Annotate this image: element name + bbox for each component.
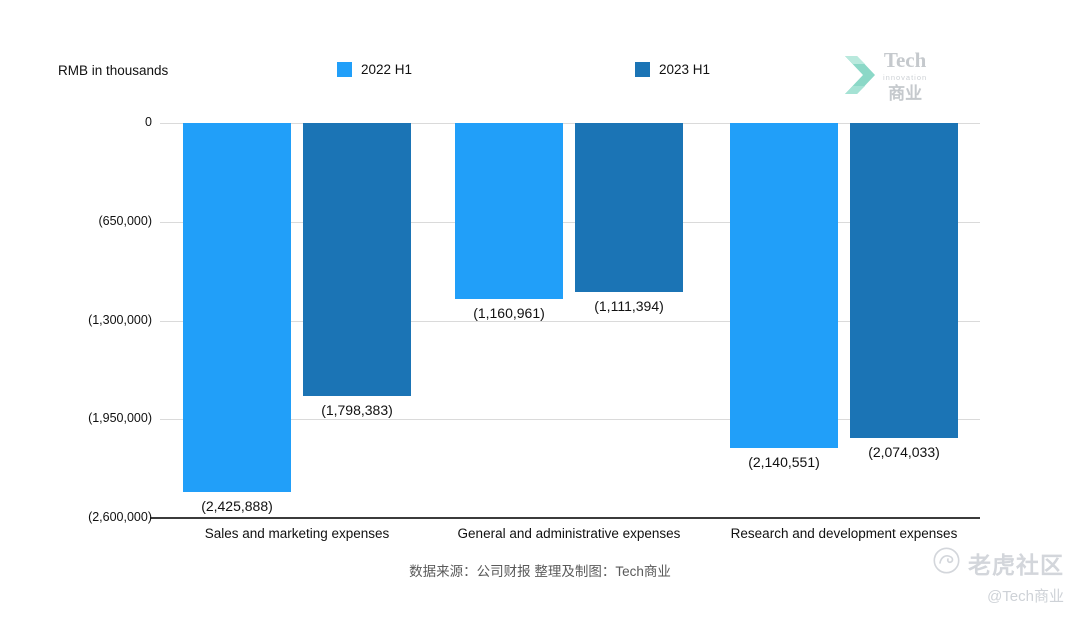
bar-value-label: (1,111,394)	[594, 298, 664, 314]
bar-2022h1-1	[455, 123, 563, 299]
logo-tech-text: Tech	[883, 48, 927, 72]
legend-label-2023h1: 2023 H1	[659, 62, 711, 77]
category-label: Research and development expenses	[730, 526, 958, 541]
gridline	[160, 320, 980, 322]
bar-value-label: (1,798,383)	[321, 402, 393, 418]
category-label: General and administrative expenses	[457, 526, 681, 541]
unit-label: RMB in thousands	[58, 63, 169, 78]
bar-2022h1-0	[183, 123, 291, 492]
legend-item-2022h1: 2022 H1	[337, 62, 412, 77]
logo-innovation-text: innovation	[883, 73, 928, 82]
tech-logo: Tech innovation 商业	[843, 50, 927, 105]
legend-item-2023h1: 2023 H1	[635, 62, 710, 77]
watermark-handle: @Tech商业	[987, 588, 1064, 605]
legend-swatch-2023h1	[635, 62, 650, 77]
logo-text: Tech innovation 商业	[883, 50, 927, 102]
category-label: Sales and marketing expenses	[204, 526, 390, 541]
bar-2023h1-1	[575, 123, 683, 292]
y-axis-tick-label: 0	[145, 115, 152, 129]
gridline	[160, 419, 980, 421]
chevron-arrow-icon	[843, 50, 879, 105]
bar-2023h1-0	[303, 123, 411, 396]
watermark-community-name: 老虎社区	[968, 552, 1064, 578]
gridline	[160, 221, 980, 223]
tiger-community-icon	[933, 547, 960, 579]
bar-value-label: (2,074,033)	[868, 444, 940, 460]
bar-value-label: (2,140,551)	[748, 454, 820, 470]
y-axis-tick-label: (650,000)	[98, 213, 152, 228]
bar-2023h1-2	[850, 123, 958, 438]
legend-label-2022h1: 2022 H1	[361, 62, 413, 77]
logo-cn-text: 商业	[888, 83, 923, 103]
source-attribution: 数据来源：公司财报 整理及制图：Tech商业	[409, 564, 671, 579]
bar-value-label: (1,160,961)	[473, 305, 545, 321]
watermark: 老虎社区 @Tech商业	[933, 546, 1064, 606]
gridline	[160, 123, 980, 124]
y-axis-tick-label: (2,600,000)	[88, 510, 152, 524]
bar-value-label: (2,425,888)	[201, 498, 273, 514]
legend-swatch-2022h1	[337, 62, 352, 77]
y-axis-tick-label: (1,300,000)	[88, 312, 152, 327]
y-axis-tick-label: (1,950,000)	[88, 411, 152, 426]
bar-2022h1-2	[730, 123, 838, 448]
x-axis-line	[150, 517, 980, 519]
